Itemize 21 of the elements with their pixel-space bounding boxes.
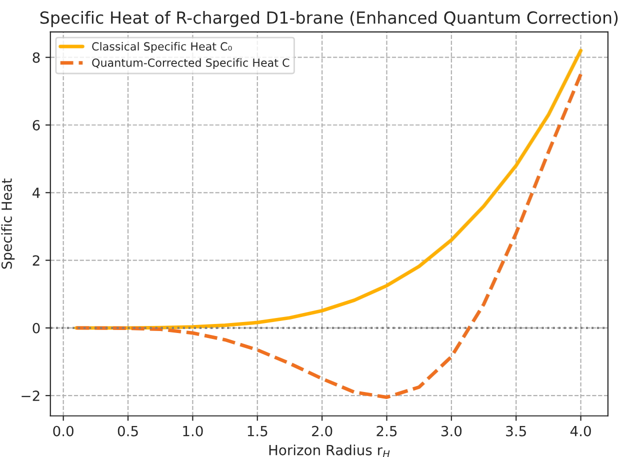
x-tick-label: 0.0 [53, 426, 74, 436]
x-tick-label: 2.5 [376, 426, 397, 436]
y-tick-label: 2 [32, 255, 40, 266]
x-axis-title: Horizon Radius r$_{H}$ [269, 444, 390, 457]
line-series [74, 72, 583, 400]
y-axis-title: Specific Heat [1, 178, 15, 269]
x-tick-label: 1.0 [183, 426, 203, 436]
y-tick-label: 0 [32, 322, 40, 334]
x-tick-label: 0.5 [118, 426, 138, 436]
chart-title: Specific Heat of R-charged D1-brane (Enhanced Quantum Correction) [40, 10, 618, 28]
x-tick-label: 3.0 [441, 426, 462, 436]
x-tick-label: 1.5 [248, 426, 268, 436]
y-tick-label: 6 [32, 120, 40, 130]
x-tick-label: 4.0 [570, 426, 591, 436]
y-tick-label: 8 [32, 52, 40, 63]
x-tick-label: 3.5 [506, 426, 526, 436]
legend-label: Quantum-Corrected Specific Heat C [92, 58, 290, 70]
y-tick-label: 4 [32, 188, 40, 198]
x-tick-label: 2.0 [312, 426, 332, 436]
y-tick-label: −2 [22, 390, 40, 401]
legend-label: Classical Specific Heat C₀ [92, 42, 232, 53]
